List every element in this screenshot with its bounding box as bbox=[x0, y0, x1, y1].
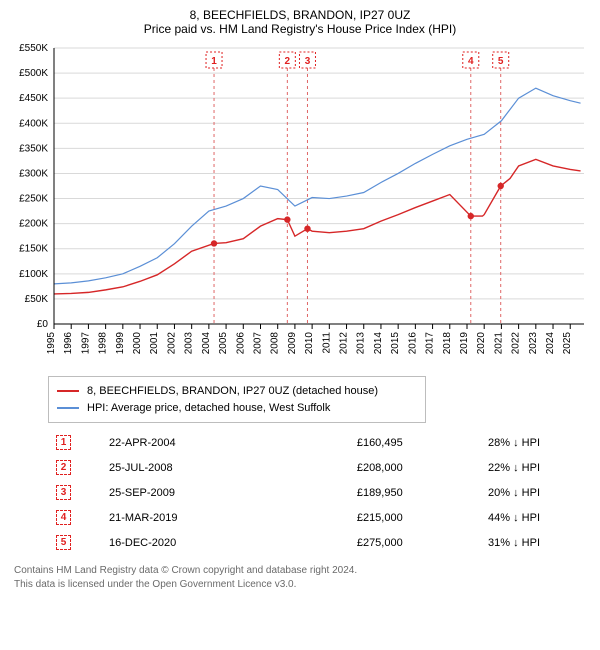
legend-label-property: 8, BEECHFIELDS, BRANDON, IP27 0UZ (detac… bbox=[87, 383, 378, 400]
svg-text:2000: 2000 bbox=[132, 332, 143, 355]
table-row: 1 22-APR-2004£160,49528% ↓ HPI bbox=[50, 431, 546, 454]
marker-index: 1 bbox=[56, 435, 71, 450]
marker-index: 3 bbox=[56, 485, 71, 500]
svg-text:2006: 2006 bbox=[235, 332, 246, 355]
svg-text:£250K: £250K bbox=[19, 194, 48, 205]
footer-line1: Contains HM Land Registry data © Crown c… bbox=[14, 564, 592, 578]
svg-text:2023: 2023 bbox=[528, 332, 539, 355]
svg-text:2022: 2022 bbox=[511, 332, 522, 355]
svg-text:£200K: £200K bbox=[19, 219, 48, 230]
svg-text:4: 4 bbox=[468, 56, 474, 67]
svg-text:2021: 2021 bbox=[493, 332, 504, 355]
legend-label-hpi: HPI: Average price, detached house, West… bbox=[87, 400, 330, 417]
table-row: 3 25-SEP-2009£189,95020% ↓ HPI bbox=[50, 481, 546, 504]
sale-diff: 28% ↓ HPI bbox=[411, 431, 546, 454]
svg-text:£0: £0 bbox=[37, 319, 49, 330]
svg-text:2: 2 bbox=[285, 56, 291, 67]
sale-price: £215,000 bbox=[273, 506, 408, 529]
svg-text:1: 1 bbox=[211, 56, 217, 67]
svg-text:1998: 1998 bbox=[98, 332, 109, 355]
sale-price: £189,950 bbox=[273, 481, 408, 504]
sales-table: 1 22-APR-2004£160,49528% ↓ HPI 2 25-JUL-200… bbox=[48, 429, 548, 556]
marker-index: 4 bbox=[56, 510, 71, 525]
footer-line2: This data is licensed under the Open Gov… bbox=[14, 578, 592, 592]
sale-price: £160,495 bbox=[273, 431, 408, 454]
sale-date: 16-DEC-2020 bbox=[103, 531, 272, 554]
svg-text:2018: 2018 bbox=[442, 332, 453, 355]
sale-diff: 31% ↓ HPI bbox=[411, 531, 546, 554]
sale-diff: 22% ↓ HPI bbox=[411, 456, 546, 479]
svg-text:2003: 2003 bbox=[184, 332, 195, 355]
legend-swatch-hpi bbox=[57, 407, 79, 409]
chart-svg: £0 £50K £100K £150K £200K £250K £300K £350K £400… bbox=[8, 42, 592, 372]
marker-index: 5 bbox=[56, 535, 71, 550]
sale-price: £208,000 bbox=[273, 456, 408, 479]
svg-text:2016: 2016 bbox=[407, 332, 418, 355]
svg-text:2007: 2007 bbox=[252, 332, 263, 355]
svg-text:2013: 2013 bbox=[356, 332, 367, 355]
marker-index: 2 bbox=[56, 460, 71, 475]
sale-date: 21-MAR-2019 bbox=[103, 506, 272, 529]
svg-text:1996: 1996 bbox=[63, 332, 74, 355]
svg-text:£500K: £500K bbox=[19, 68, 48, 79]
svg-text:£550K: £550K bbox=[19, 43, 48, 54]
svg-text:£300K: £300K bbox=[19, 168, 48, 179]
title-address: 8, BEECHFIELDS, BRANDON, IP27 0UZ bbox=[8, 8, 592, 22]
svg-text:£50K: £50K bbox=[25, 294, 49, 305]
svg-text:2005: 2005 bbox=[218, 332, 229, 355]
svg-text:2020: 2020 bbox=[476, 332, 487, 355]
table-row: 2 25-JUL-2008£208,00022% ↓ HPI bbox=[50, 456, 546, 479]
legend-series-hpi: HPI: Average price, detached house, West… bbox=[57, 400, 417, 417]
svg-text:2002: 2002 bbox=[166, 332, 177, 355]
chart-legend: 8, BEECHFIELDS, BRANDON, IP27 0UZ (detac… bbox=[48, 376, 426, 423]
legend-swatch-property bbox=[57, 390, 79, 392]
title-subtitle: Price paid vs. HM Land Registry's House … bbox=[8, 22, 592, 36]
svg-text:2024: 2024 bbox=[545, 332, 556, 355]
svg-text:2014: 2014 bbox=[373, 332, 384, 355]
svg-text:2012: 2012 bbox=[339, 332, 350, 355]
sale-diff: 20% ↓ HPI bbox=[411, 481, 546, 504]
svg-text:1995: 1995 bbox=[46, 332, 57, 355]
sale-price: £275,000 bbox=[273, 531, 408, 554]
svg-text:2015: 2015 bbox=[390, 332, 401, 355]
svg-text:2009: 2009 bbox=[287, 332, 298, 355]
svg-text:£150K: £150K bbox=[19, 244, 48, 255]
svg-text:2001: 2001 bbox=[149, 332, 160, 355]
svg-text:2004: 2004 bbox=[201, 332, 212, 355]
table-row: 4 21-MAR-2019£215,00044% ↓ HPI bbox=[50, 506, 546, 529]
sale-date: 22-APR-2004 bbox=[103, 431, 272, 454]
svg-text:2017: 2017 bbox=[425, 332, 436, 355]
table-row: 5 16-DEC-2020£275,00031% ↓ HPI bbox=[50, 531, 546, 554]
svg-text:2019: 2019 bbox=[459, 332, 470, 355]
svg-text:1997: 1997 bbox=[80, 332, 91, 355]
svg-text:3: 3 bbox=[305, 56, 311, 67]
svg-text:£400K: £400K bbox=[19, 118, 48, 129]
svg-text:£450K: £450K bbox=[19, 93, 48, 104]
price-chart: £0 £50K £100K £150K £200K £250K £300K £350K £400… bbox=[8, 42, 592, 372]
svg-text:2011: 2011 bbox=[321, 332, 332, 354]
sale-date: 25-JUL-2008 bbox=[103, 456, 272, 479]
svg-text:2008: 2008 bbox=[270, 332, 281, 355]
svg-text:2010: 2010 bbox=[304, 332, 315, 355]
sale-diff: 44% ↓ HPI bbox=[411, 506, 546, 529]
chart-title: 8, BEECHFIELDS, BRANDON, IP27 0UZ Price … bbox=[8, 8, 592, 36]
svg-text:5: 5 bbox=[498, 56, 504, 67]
legend-series-property: 8, BEECHFIELDS, BRANDON, IP27 0UZ (detac… bbox=[57, 383, 417, 400]
svg-text:£100K: £100K bbox=[19, 269, 48, 280]
svg-text:1999: 1999 bbox=[115, 332, 126, 355]
footer-attribution: Contains HM Land Registry data © Crown c… bbox=[14, 564, 592, 591]
sale-date: 25-SEP-2009 bbox=[103, 481, 272, 504]
svg-text:2025: 2025 bbox=[562, 332, 573, 355]
svg-text:£350K: £350K bbox=[19, 143, 48, 154]
